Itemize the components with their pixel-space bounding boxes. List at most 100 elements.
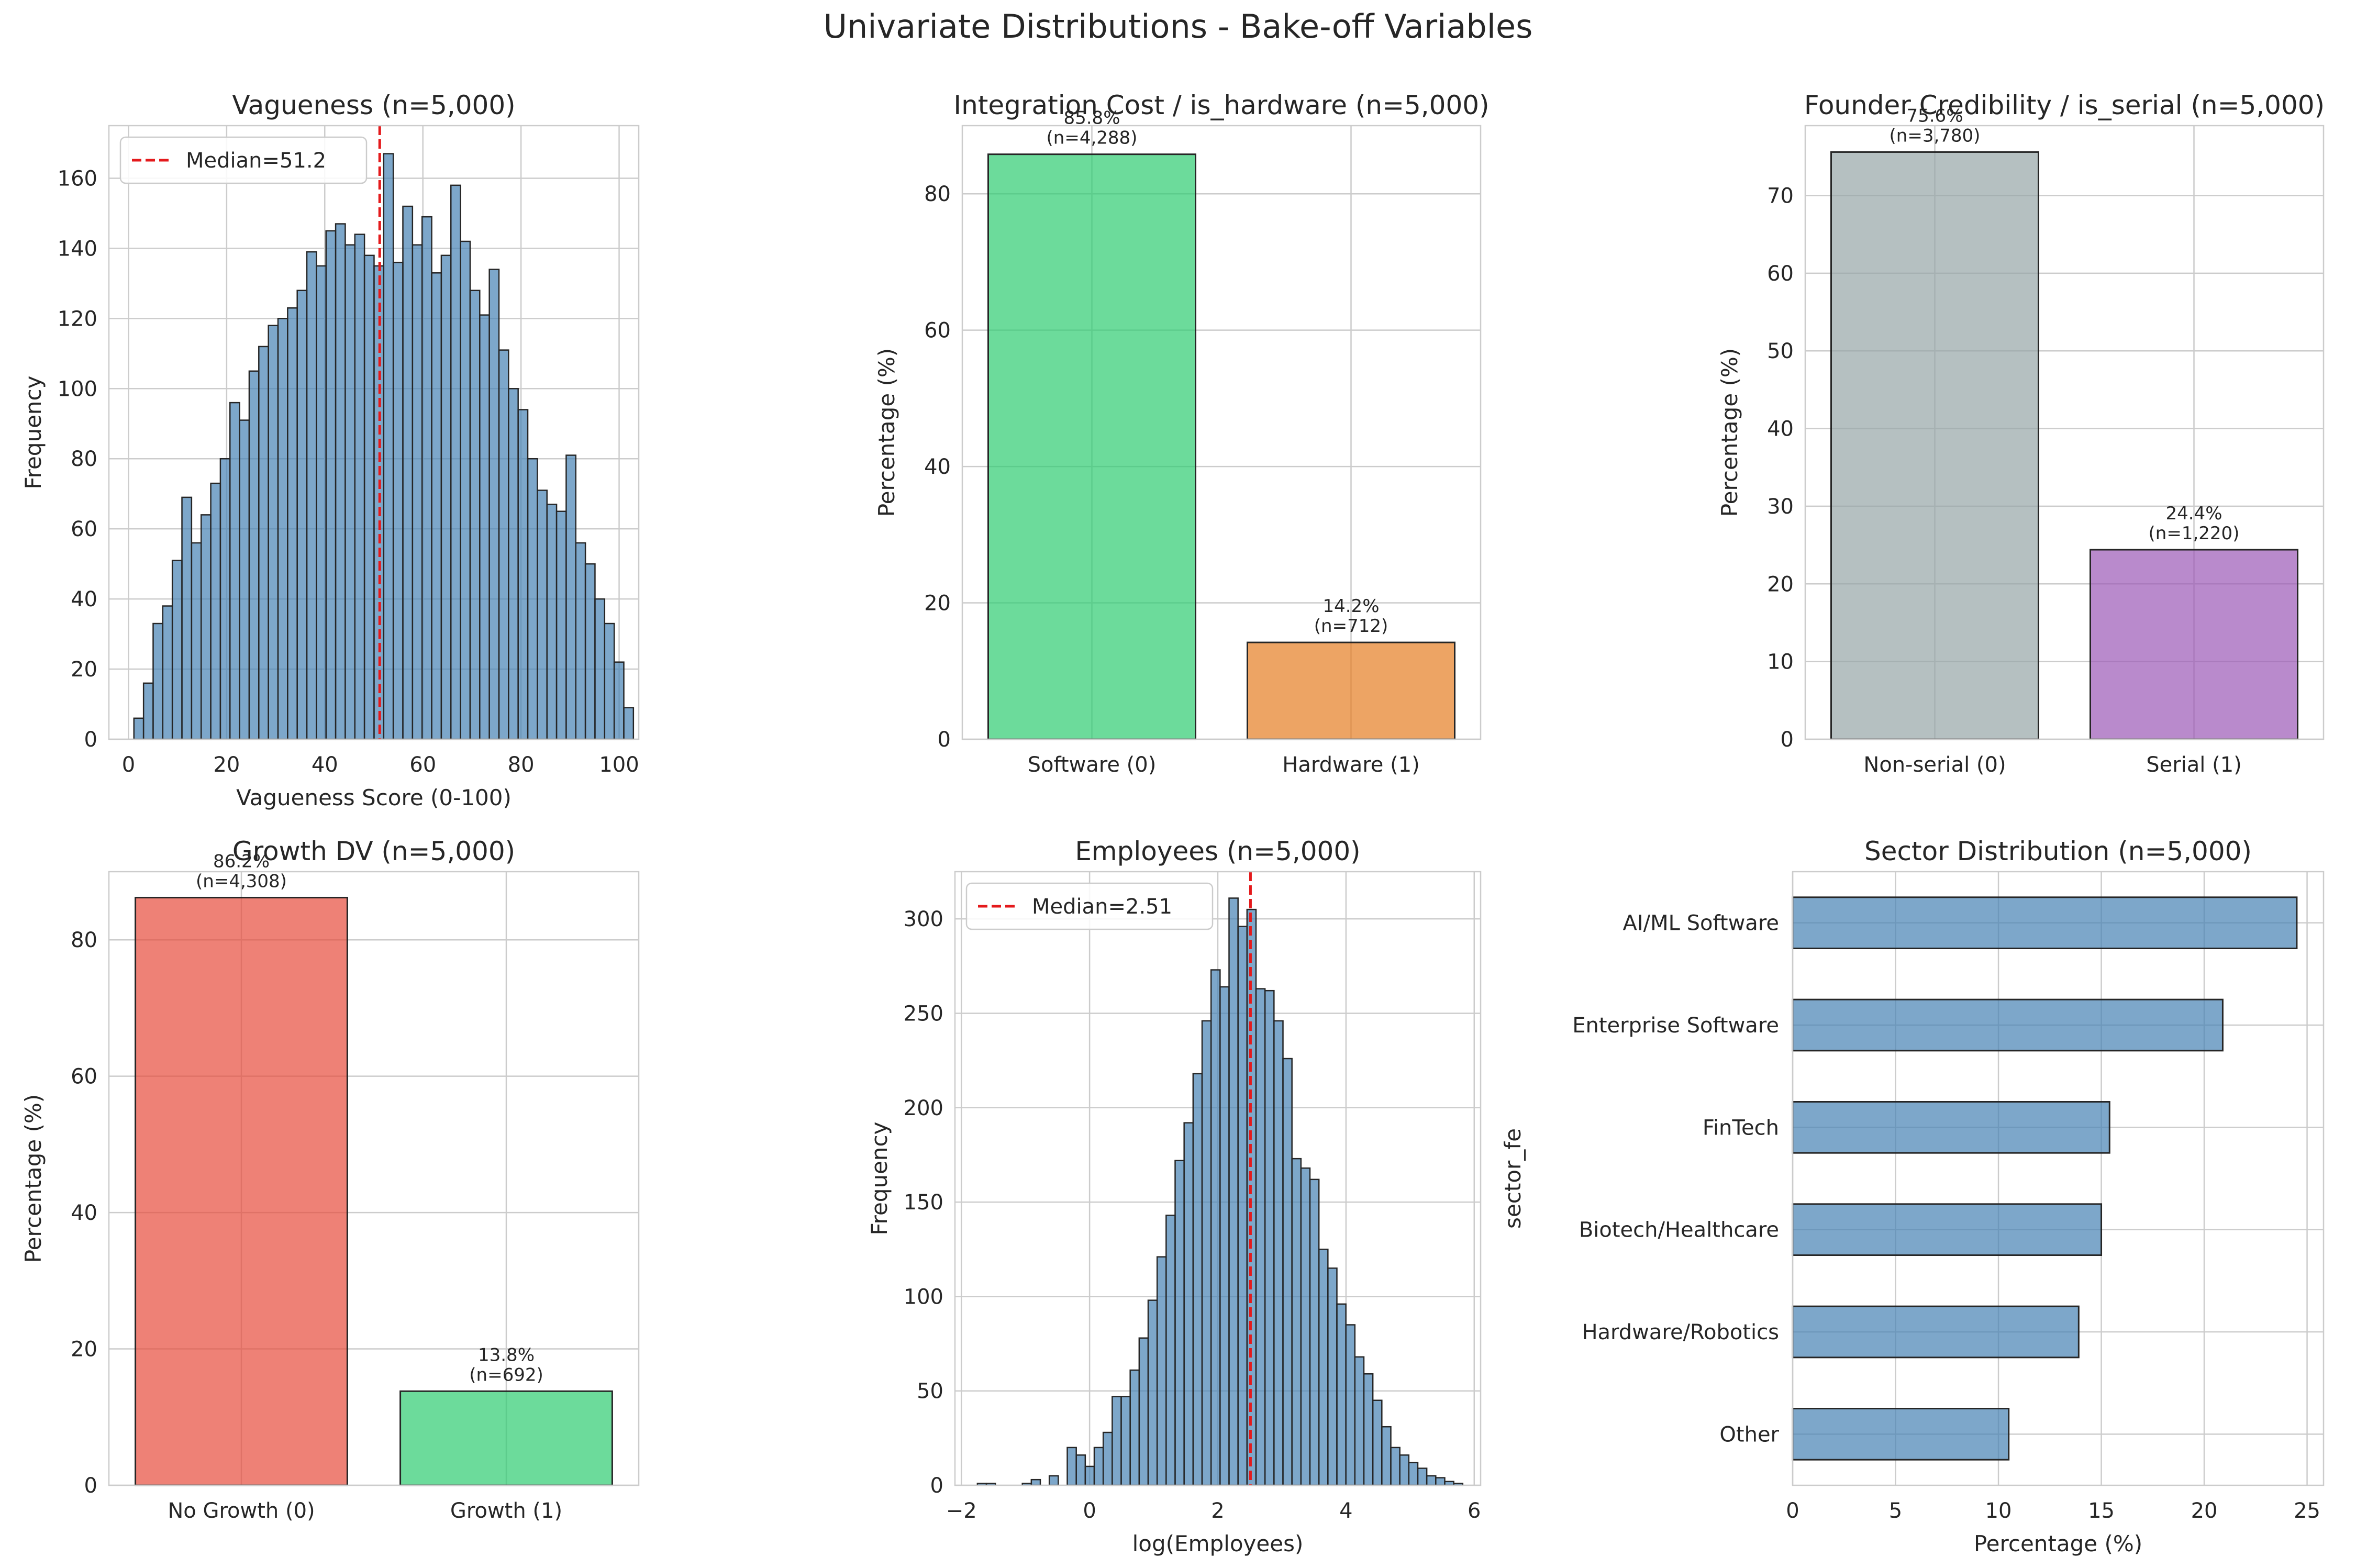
growth-data-label-n: (n=692)	[469, 1364, 543, 1385]
vagueness-hist-bar	[325, 230, 337, 740]
employees-hist-bar	[1201, 1020, 1212, 1486]
employees-hist-bar	[1309, 1178, 1320, 1486]
serial-title: Founder Credibility / is_serial (n=5,000…	[1804, 90, 2325, 120]
vagueness-hist-bar	[613, 661, 625, 740]
hardware-ytick-label: 40	[924, 455, 951, 479]
employees-hist-bar	[1399, 1454, 1410, 1486]
vagueness-ytick-label: 160	[58, 166, 97, 191]
employees-hist-bar	[1264, 989, 1275, 1486]
growth-ytick-label: 0	[84, 1474, 97, 1498]
vagueness-hist-bar	[229, 402, 240, 740]
serial-ytick-label: 30	[1767, 495, 1794, 519]
vagueness-hist-bar	[306, 251, 317, 740]
vagueness-hist-bar	[498, 349, 509, 740]
employees-ytick-label: 200	[904, 1096, 943, 1120]
employees-hist-bar	[1120, 1396, 1131, 1486]
serial-ylabel: Percentage (%)	[1717, 348, 1742, 517]
sector-xtick-label: 15	[2088, 1499, 2115, 1523]
serial-data-label-n: (n=3,780)	[1890, 125, 1981, 146]
employees-hist-bar	[1435, 1477, 1446, 1486]
employees-hist-bar	[1363, 1373, 1374, 1486]
employees-ytick-label: 0	[930, 1474, 943, 1498]
vagueness-hist-bar	[210, 482, 221, 740]
employees-title: Employees (n=5,000)	[1075, 836, 1360, 866]
vagueness-hist-bar	[142, 682, 154, 740]
hardware-data-label-n: (n=4,288)	[1047, 128, 1138, 149]
hardware-ytick-label: 60	[924, 319, 951, 343]
vagueness-hist-bar	[479, 314, 490, 740]
serial-data-label-n: (n=1,220)	[2149, 523, 2240, 544]
employees-xtick-label: 0	[1083, 1499, 1096, 1523]
vagueness-hist-bar	[623, 707, 635, 740]
growth-ytick-label: 20	[71, 1338, 97, 1362]
sector-ytick-label: Hardware/Robotics	[1582, 1320, 1779, 1344]
employees-xtick-label: 4	[1339, 1499, 1352, 1523]
vagueness-hist-bar	[277, 318, 288, 740]
vagueness-hist-bar	[402, 205, 414, 740]
vagueness-hist-bar	[354, 233, 365, 740]
employees-hist-bar	[1417, 1467, 1428, 1486]
vagueness-hist-bar	[440, 254, 452, 740]
employees-hist-bar	[1345, 1324, 1356, 1486]
vagueness-ytick-label: 20	[71, 658, 97, 682]
employees-hist-bar	[1030, 1478, 1041, 1486]
vagueness-legend-label: Median=51.2	[186, 149, 326, 173]
vagueness-xtick-label: 0	[122, 753, 135, 777]
vagueness-hist-bar	[508, 388, 519, 740]
vagueness-ylabel: Frequency	[20, 376, 46, 490]
vagueness-hist-bar	[594, 598, 606, 740]
employees-hist-bar	[1318, 1248, 1329, 1486]
sector-bar	[1792, 1101, 2110, 1154]
vagueness-hist-bar	[344, 244, 356, 740]
vagueness-hist-bar	[133, 717, 145, 740]
chart-sector: 0 5 10 15 20 25 Percentage (%) AI/ML Software En…	[1500, 836, 2325, 1556]
growth-xtick-label: No Growth (0)	[168, 1499, 315, 1523]
vagueness-frame	[108, 125, 640, 740]
employees-hist-bar	[1336, 1303, 1347, 1486]
serial-bar	[1830, 151, 2039, 740]
employees-hist-bar	[1093, 1447, 1104, 1486]
employees-hist-bar	[1183, 1122, 1194, 1486]
vagueness-hist-bar	[412, 244, 423, 740]
vagueness-hist-bar	[604, 622, 615, 740]
employees-hist-bar	[1408, 1462, 1419, 1486]
employees-hist-bar	[1228, 897, 1239, 1486]
employees-xtick-label: −2	[946, 1499, 977, 1523]
serial-bar	[2090, 549, 2298, 740]
vagueness-hist-bar	[239, 419, 250, 740]
sector-xtick-label: 5	[1889, 1499, 1902, 1523]
vagueness-hist-bar	[316, 265, 327, 740]
employees-hist-bar	[1273, 1020, 1284, 1486]
growth-frame	[108, 871, 640, 1486]
chart-serial: 0 10 20 30 40 50 60 70 Percentage (%) Non-serial …	[1717, 105, 2325, 777]
vagueness-xtick-label: 60	[409, 753, 436, 777]
employees-ytick-label: 50	[917, 1380, 943, 1404]
hardware-data-label: 14.2%	[1323, 596, 1379, 617]
vagueness-hist-bar	[517, 409, 529, 740]
vagueness-hist-bar	[460, 240, 471, 740]
employees-hist-bar	[1075, 1454, 1086, 1486]
serial-ytick-label: 0	[1781, 728, 1794, 752]
vagueness-hist-bar	[575, 542, 586, 740]
employees-ytick-label: 150	[904, 1191, 943, 1215]
employees-hist-bar	[1354, 1356, 1365, 1486]
employees-ytick-label: 300	[904, 907, 943, 931]
serial-frame	[1804, 125, 2325, 740]
serial-ytick-label: 20	[1767, 572, 1794, 596]
vagueness-hist-bar	[335, 223, 346, 740]
chart-growth: 0 20 40 60 80 Percentage (%) No Growth (0) 86.2…	[20, 851, 640, 1523]
hardware-ylabel: Percentage (%)	[874, 348, 899, 517]
vagueness-hist-bar	[287, 307, 298, 740]
growth-ytick-label: 80	[71, 928, 97, 952]
vagueness-hist-bar	[527, 458, 538, 740]
growth-bar	[135, 896, 348, 1486]
vagueness-hist-bar	[219, 458, 231, 740]
employees-hist-bar	[1426, 1475, 1437, 1486]
employees-hist-bar	[1210, 969, 1221, 1486]
vagueness-xtick-label: 100	[599, 753, 639, 777]
vagueness-hist-bar	[421, 216, 432, 740]
growth-data-label: 13.8%	[478, 1344, 535, 1365]
